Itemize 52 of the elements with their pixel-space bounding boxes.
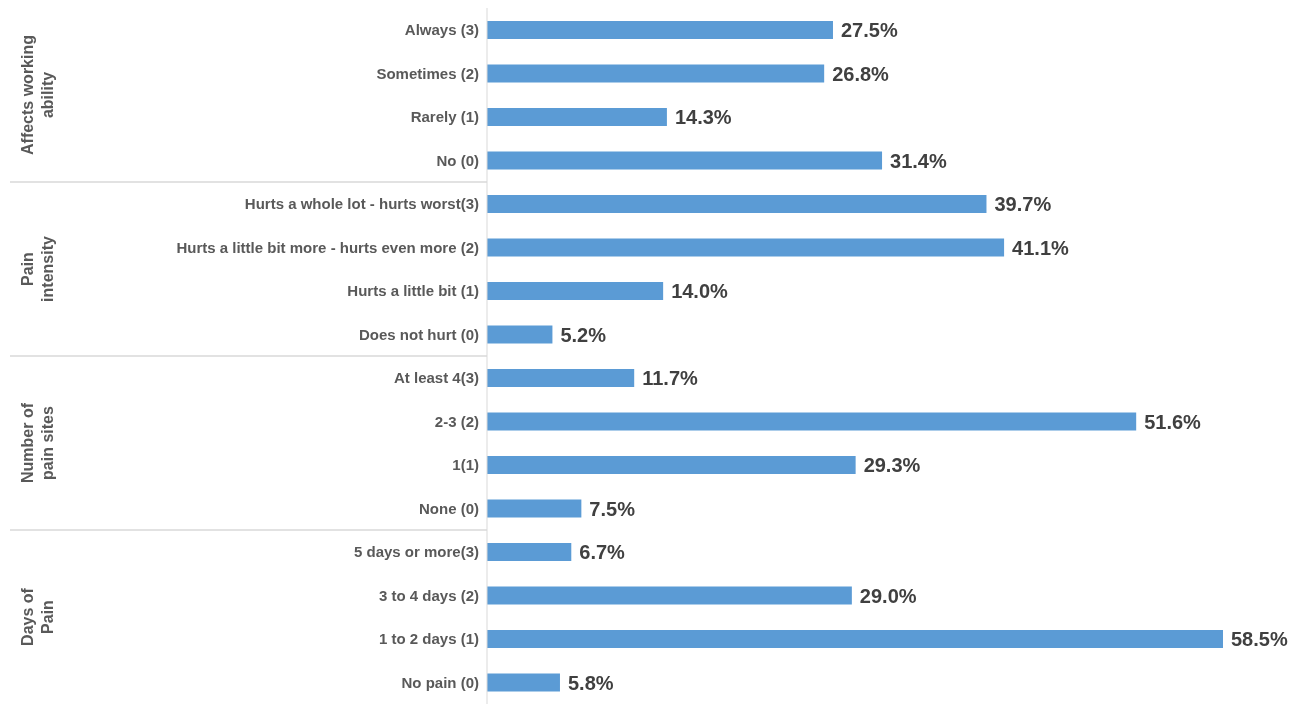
data-label: 7.5% [589, 497, 636, 520]
bar [487, 21, 833, 39]
bar [487, 456, 856, 474]
y-tick-label: None (0) [419, 499, 479, 517]
bar [487, 195, 987, 213]
bar [487, 412, 1137, 431]
bar [487, 630, 1223, 648]
y-tick-label: At least 4(3) [393, 369, 479, 387]
bar [487, 369, 635, 387]
bar [487, 586, 852, 605]
data-label: 5.8% [567, 671, 614, 694]
bar [487, 499, 582, 518]
y-tick-label: Sometimes (2) [376, 64, 479, 82]
bar [487, 673, 560, 692]
y-tick-label: Always (3) [404, 21, 479, 39]
y-tick-label: Hurts a whole lot - hurts worst(3) [244, 195, 479, 213]
bar [487, 282, 664, 300]
data-label: 14.3% [674, 106, 732, 129]
text: Pain intensity [19, 236, 56, 302]
data-label: 51.6% [1144, 410, 1202, 433]
data-label: 39.7% [994, 193, 1052, 216]
bar [487, 108, 667, 126]
y-tick-label: Hurts a little bit more - hurts even more (2) [176, 238, 479, 256]
data-label: 5.2% [560, 323, 607, 346]
y-tick-label: 3 to 4 days (2) [378, 586, 479, 604]
y-tick-label: 1(1) [452, 456, 479, 474]
data-label: 14.0% [671, 280, 729, 303]
y-tick-label: Hurts a little bit (1) [347, 282, 479, 300]
bar [487, 543, 572, 561]
data-label: 58.5% [1231, 628, 1288, 651]
y-tick-label: Rarely (1) [410, 108, 479, 126]
y-tick-label: 5 days or more(3) [353, 543, 479, 561]
bar [487, 238, 1005, 257]
data-label: 11.7% [642, 367, 699, 390]
text: Days of Pain [19, 587, 56, 646]
y-tick-label: No (0) [436, 151, 479, 169]
y-tick-label: 2-3 (2) [434, 412, 479, 430]
text: Number of pain sites [19, 402, 56, 483]
data-label: 29.3% [863, 454, 921, 477]
y-tick-label: Does not hurt (0) [359, 325, 479, 343]
data-label: 41.1% [1012, 236, 1070, 259]
data-label: 26.8% [832, 62, 890, 85]
data-label: 6.7% [579, 541, 626, 564]
y-tick-label: No pain (0) [401, 673, 479, 691]
y-tick-label: 1 to 2 days (1) [378, 630, 479, 648]
data-label: 27.5% [840, 19, 898, 42]
data-label: 29.0% [859, 584, 917, 607]
bar [487, 64, 825, 83]
data-label: 31.4% [890, 149, 947, 172]
bar [487, 325, 553, 344]
bar [487, 151, 883, 170]
text: Affects working ability [19, 34, 56, 156]
